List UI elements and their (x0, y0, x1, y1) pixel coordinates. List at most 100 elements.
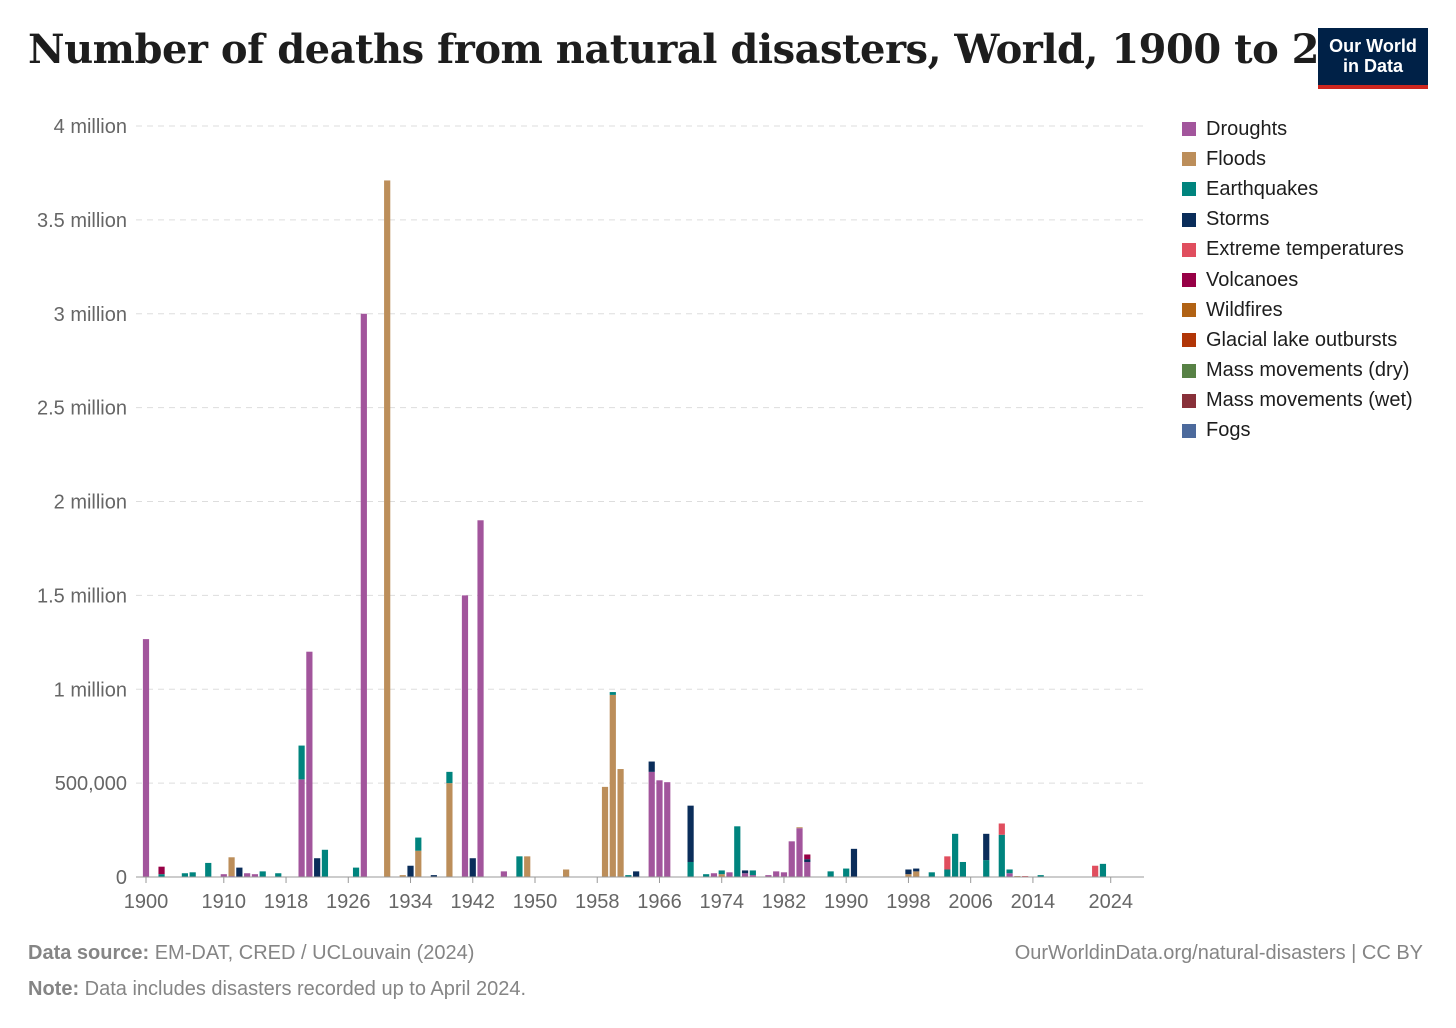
bar-segment[interactable] (633, 871, 640, 877)
bar-segment[interactable] (648, 771, 655, 877)
bar-segment[interactable] (415, 850, 422, 877)
legend-item[interactable]: Volcanoes (1182, 265, 1413, 295)
bar-segment[interactable] (804, 854, 811, 860)
bar-segment[interactable] (461, 595, 469, 877)
bar-segment[interactable] (415, 837, 422, 851)
bar-segment[interactable] (664, 782, 671, 877)
legend-item[interactable]: Storms (1182, 205, 1413, 235)
bar-segment[interactable] (321, 849, 329, 877)
bar-segment[interactable] (741, 873, 749, 877)
bar-segment[interactable] (788, 841, 795, 877)
bar-segment[interactable] (998, 834, 1005, 877)
bar-segment[interactable] (773, 871, 780, 877)
bar-segment[interactable] (430, 875, 437, 877)
bar-segment[interactable] (718, 874, 725, 877)
legend-item[interactable]: Floods (1182, 144, 1413, 174)
bar-segment[interactable] (983, 860, 990, 877)
bar-segment[interactable] (804, 859, 811, 862)
source-url-link[interactable]: OurWorldinData.org/natural-disasters | C… (1014, 942, 1423, 964)
bar-segment[interactable] (983, 833, 990, 861)
bar-segment[interactable] (275, 873, 282, 877)
bar-segment[interactable] (913, 871, 920, 877)
legend-item[interactable]: Earthquakes (1182, 174, 1413, 204)
bar-segment[interactable] (998, 823, 1005, 835)
bar-segment[interactable] (407, 865, 414, 877)
owid-logo[interactable]: Our World in Data (1318, 28, 1428, 89)
bar-segment[interactable] (205, 862, 212, 877)
bar-segment[interactable] (1006, 869, 1013, 874)
bar-segment[interactable] (601, 786, 609, 877)
bar-segment[interactable] (804, 861, 811, 877)
bar-segment[interactable] (827, 871, 834, 877)
legend-item[interactable]: Mass movements (wet) (1182, 386, 1413, 416)
bar-segment[interactable] (228, 857, 235, 877)
bar-segment[interactable] (298, 779, 305, 877)
bar-segment[interactable] (563, 869, 570, 877)
bar-segment[interactable] (477, 520, 484, 877)
bar-segment[interactable] (952, 833, 959, 877)
bar-segment[interactable] (360, 313, 367, 877)
bar-segment[interactable] (617, 769, 624, 877)
bar-segment[interactable] (656, 780, 663, 877)
bar-segment[interactable] (609, 694, 616, 877)
bar-segment[interactable] (1099, 863, 1107, 877)
bar-segment[interactable] (158, 874, 165, 877)
bar-segment[interactable] (1006, 873, 1013, 877)
bar-segment[interactable] (384, 180, 391, 877)
bar-segment[interactable] (905, 874, 912, 877)
bar-segment[interactable] (259, 871, 266, 877)
bar-segment[interactable] (734, 826, 741, 877)
bar-segment[interactable] (749, 870, 756, 876)
bar-segment[interactable] (516, 856, 523, 877)
bar-segment[interactable] (181, 873, 188, 877)
bar-segment[interactable] (944, 856, 951, 870)
bar-segment[interactable] (399, 875, 406, 877)
bar-segment[interactable] (741, 870, 749, 874)
bar-segment[interactable] (142, 639, 150, 877)
bar-segment[interactable] (796, 828, 803, 877)
bar-segment[interactable] (749, 875, 756, 877)
bar-segment[interactable] (251, 874, 259, 877)
bar-segment[interactable] (913, 868, 920, 872)
bar-segment[interactable] (843, 868, 850, 877)
bar-segment[interactable] (905, 869, 912, 875)
bar-segment[interactable] (220, 874, 227, 877)
legend-item[interactable]: Droughts (1182, 114, 1413, 144)
bar-segment[interactable] (687, 805, 694, 862)
bar-segment[interactable] (524, 856, 531, 877)
bar-segment[interactable] (710, 873, 718, 877)
bar-segment[interactable] (609, 692, 616, 695)
bar-segment[interactable] (352, 867, 360, 877)
bar-segment[interactable] (1092, 865, 1099, 877)
bar-segment[interactable] (236, 867, 243, 877)
bar-segment[interactable] (244, 873, 251, 877)
bar-segment[interactable] (158, 866, 165, 875)
legend-item[interactable]: Fogs (1182, 416, 1413, 446)
bar-segment[interactable] (959, 861, 966, 877)
bar-segment[interactable] (1037, 875, 1044, 877)
bar-segment[interactable] (446, 783, 453, 877)
bar-segment[interactable] (765, 875, 772, 877)
legend-item[interactable]: Glacial lake outbursts (1182, 325, 1413, 355)
bar-segment[interactable] (625, 875, 632, 877)
bar-segment[interactable] (189, 872, 196, 877)
bar-segment[interactable] (703, 874, 710, 877)
bar-segment[interactable] (944, 869, 951, 877)
bar-segment[interactable] (780, 872, 788, 877)
legend-item[interactable]: Extreme temperatures (1182, 235, 1413, 265)
bar-segment[interactable] (446, 771, 453, 784)
bar-segment[interactable] (796, 827, 803, 829)
bar-segment[interactable] (648, 761, 655, 772)
bar-segment[interactable] (928, 872, 935, 877)
legend-item[interactable]: Mass movements (dry) (1182, 356, 1413, 386)
legend-item[interactable]: Wildfires (1182, 295, 1413, 325)
bar-segment[interactable] (850, 848, 858, 877)
bar-segment[interactable] (726, 872, 733, 877)
bar-segment[interactable] (500, 871, 507, 877)
bar-segment[interactable] (469, 858, 476, 877)
bar-segment[interactable] (298, 745, 305, 780)
bar-segment[interactable] (306, 651, 313, 877)
bar-segment[interactable] (718, 870, 725, 875)
bar-segment[interactable] (687, 861, 694, 877)
bar-segment[interactable] (314, 858, 321, 877)
